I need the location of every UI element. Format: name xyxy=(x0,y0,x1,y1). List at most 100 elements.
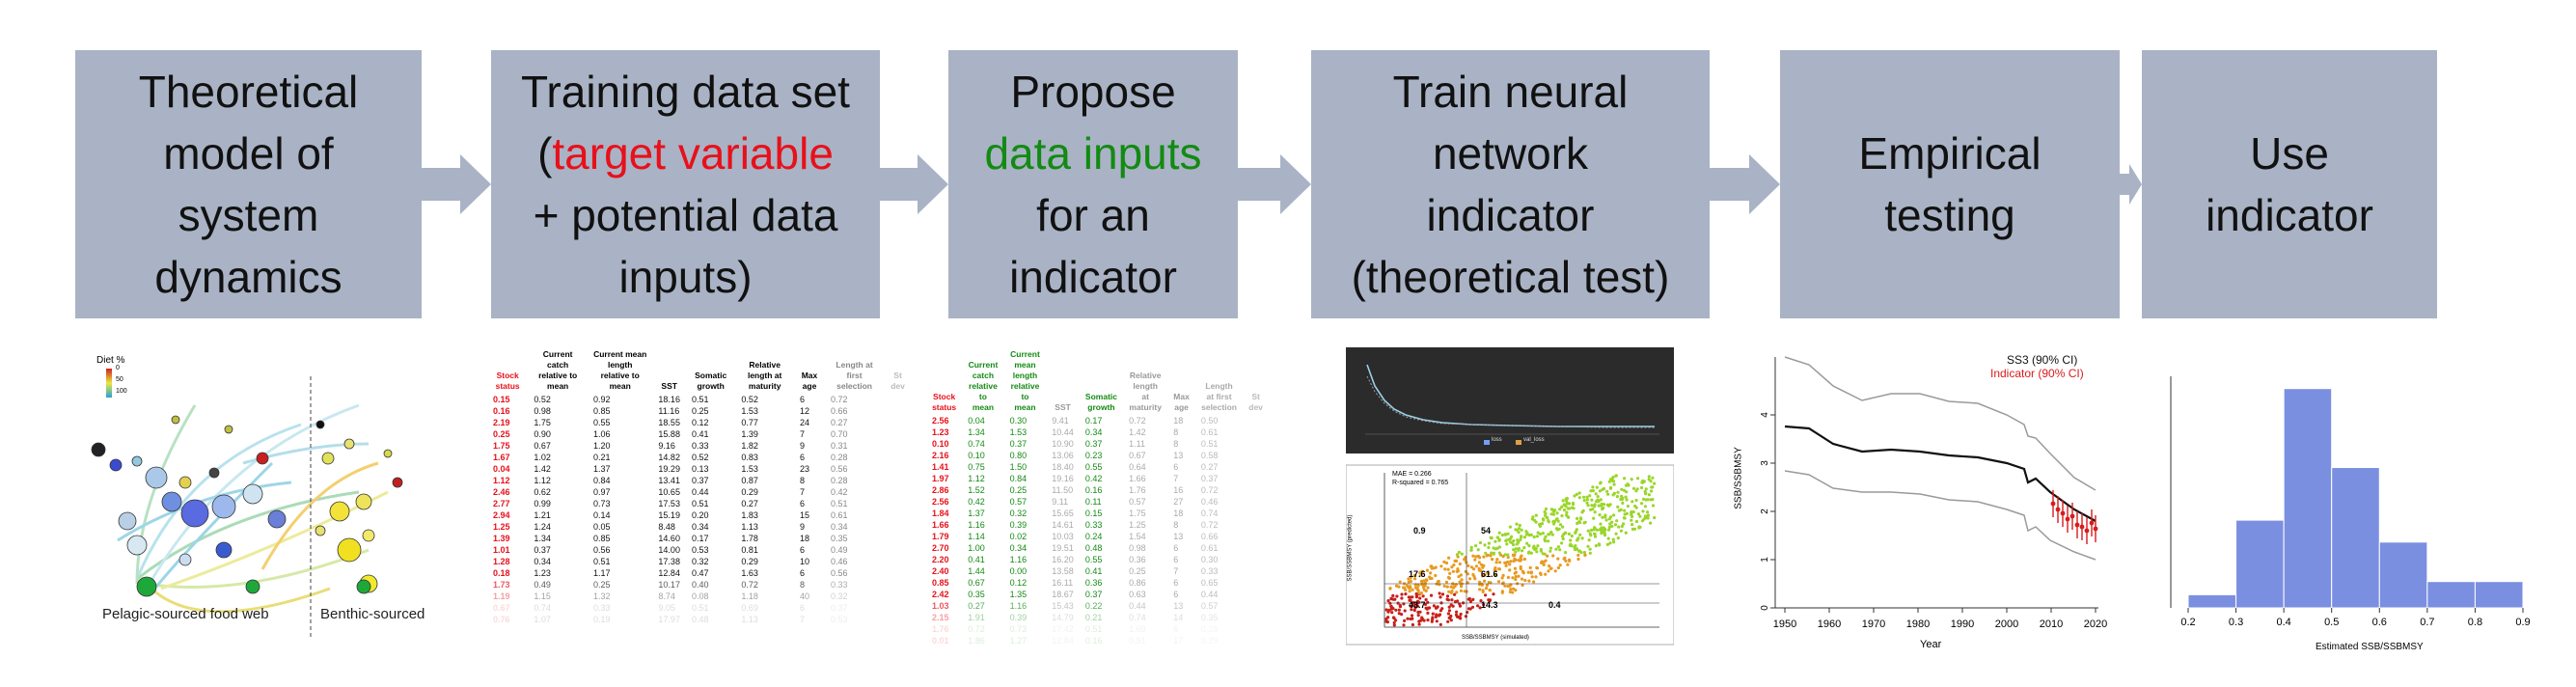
scatter-point xyxy=(1600,504,1603,508)
scatter-point xyxy=(1538,522,1542,526)
scatter-point xyxy=(1578,521,1582,525)
table-cell: 0.51 xyxy=(1200,439,1219,449)
scatter-point xyxy=(1457,550,1461,554)
scatter-point xyxy=(1564,559,1568,563)
scatter-point xyxy=(1412,573,1416,578)
scatter-point xyxy=(1637,526,1641,530)
quad-3: 61.6 xyxy=(1481,569,1498,579)
emp-legend-ss3: SS3 (90% CI) xyxy=(2007,353,2078,367)
table-cell: 0.51 xyxy=(691,603,709,613)
table-cell: 18 xyxy=(799,534,809,543)
table-cell: 0.36 xyxy=(1084,578,1103,588)
scatter-point xyxy=(1548,564,1551,568)
scatter-point xyxy=(1567,507,1572,510)
scatter-point xyxy=(1589,508,1593,511)
scatter-point xyxy=(1418,596,1422,600)
scatter-point xyxy=(1455,553,1459,557)
scatter-point xyxy=(1455,610,1459,614)
scatter-point xyxy=(1389,607,1394,611)
scatter-point xyxy=(1412,603,1416,607)
table-cell: 1.16 xyxy=(1009,555,1028,564)
table-cell: 10.90 xyxy=(1052,439,1074,449)
scatter-point xyxy=(1562,557,1566,561)
scatter-point xyxy=(1392,620,1396,624)
table-cell: 0.30 xyxy=(1009,416,1028,426)
table-cell: 0.99 xyxy=(534,499,551,508)
table-row: 2.94 1.21 0.14 15.19 0.20 1.83 15 0.61 xyxy=(487,509,912,521)
table-cell: 0.85 xyxy=(592,534,611,543)
scatter-point xyxy=(1576,557,1580,562)
scatter-point xyxy=(1452,563,1456,567)
table-cell: 1.91 xyxy=(968,613,985,622)
step6-line1: Use xyxy=(2250,128,2329,179)
scatter-point xyxy=(1411,588,1414,591)
scatter-point xyxy=(1566,563,1570,566)
table-cell: 0.12 xyxy=(691,418,709,427)
table-cell: 6 xyxy=(799,453,805,462)
scatter-point xyxy=(1616,490,1620,494)
table-cell: 1.39 xyxy=(741,429,758,439)
table-cell: 9.41 xyxy=(1052,416,1069,426)
scatter-point xyxy=(1583,553,1587,557)
table-cell: 6 xyxy=(799,395,805,404)
scatter-point xyxy=(1590,498,1594,502)
table-cell: 6 xyxy=(1173,555,1179,564)
scatter-point xyxy=(1612,491,1616,495)
scatter-point xyxy=(1549,508,1553,511)
scatter-point xyxy=(1445,594,1450,598)
table-cell: 0.67 xyxy=(493,603,510,613)
table-cell: 0.72 xyxy=(831,395,848,404)
table-row: 1.84 1.37 0.32 15.65 0.15 1.75 18 0.74 xyxy=(926,508,1269,519)
table-cell: 1.16 xyxy=(968,520,985,530)
empirical-chart: 1950 1960 1970 1980 1990 2000 2010 2020 0 1 2 3 4 xyxy=(1760,356,2107,630)
scatter-point xyxy=(1489,554,1493,558)
table-cell: 2.86 xyxy=(932,485,949,495)
scatter-point xyxy=(1501,555,1505,559)
scatter-point xyxy=(1410,608,1413,612)
step1-line3: system xyxy=(178,190,319,240)
scatter-point xyxy=(1571,501,1575,506)
scatter-point xyxy=(1504,538,1508,543)
scatter-point xyxy=(1393,597,1397,601)
table-cell: 0.52 xyxy=(534,395,551,404)
scatter-point xyxy=(1403,618,1407,622)
scatter-point xyxy=(1577,549,1581,553)
scatter-point xyxy=(1621,501,1625,505)
scatter-point xyxy=(1529,551,1533,555)
scatter-point xyxy=(1544,513,1548,517)
quad-6: 14.3 xyxy=(1481,600,1498,610)
step5-line1: Empirical xyxy=(1858,128,2042,179)
scatter-point xyxy=(1561,536,1565,541)
table-cell: 0.61 xyxy=(831,510,848,520)
scatter-point xyxy=(1549,512,1553,516)
table-cell: 23 xyxy=(799,464,809,474)
indicator-point xyxy=(2069,513,2075,519)
step2-line1: Training data set xyxy=(521,67,850,117)
scatter-point xyxy=(1513,566,1518,570)
table-cell: 0.61 xyxy=(1200,427,1219,437)
scatter-point xyxy=(1622,516,1626,520)
table-cell: 8 xyxy=(799,580,805,590)
scatter-point xyxy=(1391,616,1396,619)
arrow-2 xyxy=(880,154,948,214)
scatter-point xyxy=(1487,545,1491,550)
table-cell: 0.56 xyxy=(592,545,611,555)
table-cell: 6 xyxy=(1173,543,1179,553)
table-cell: 10.03 xyxy=(1052,532,1074,541)
scatter-point xyxy=(1474,555,1478,559)
scatter-point xyxy=(1651,476,1655,480)
histogram-bar xyxy=(2235,519,2285,609)
scatter-point xyxy=(1443,567,1447,571)
table-cell: 1.14 xyxy=(968,532,985,541)
scatter-point xyxy=(1558,563,1562,567)
scatter-point xyxy=(1600,532,1603,536)
hist-xtick: 0.5 xyxy=(2324,617,2339,628)
table-cell: 13 xyxy=(1173,532,1184,541)
scatter-point xyxy=(1526,570,1530,574)
table-cell: 15.88 xyxy=(658,429,680,439)
inputs-table-panel: Stock status Current catch relative to m… xyxy=(926,347,1269,646)
table-cell: 0.17 xyxy=(1084,416,1103,426)
scatter-point xyxy=(1600,526,1603,530)
table-cell: 2.42 xyxy=(932,590,949,599)
table-cell: 0.66 xyxy=(1200,532,1219,541)
